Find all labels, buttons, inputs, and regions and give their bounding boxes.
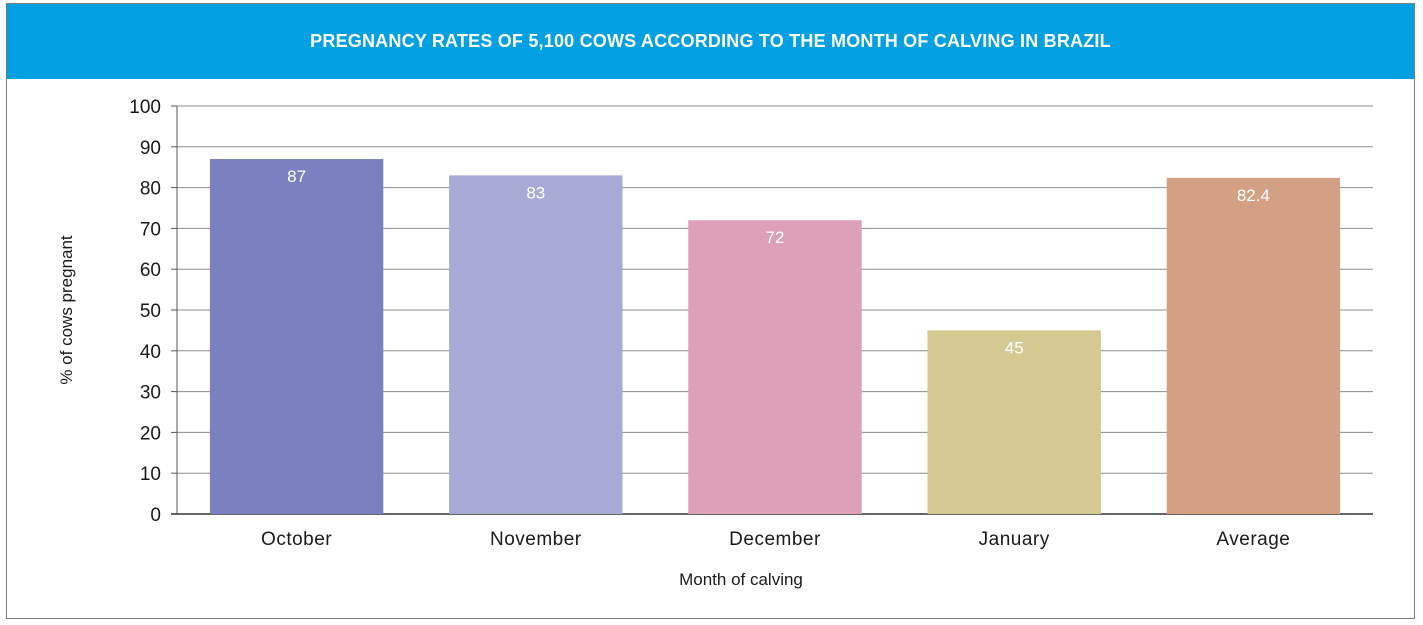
x-axis-title: Month of calving — [679, 570, 803, 589]
y-tick-label-30: 30 — [140, 383, 161, 404]
y-tick-label-0: 0 — [150, 505, 161, 526]
labels: 0 10 20 30 40 50 60 70 80 90 100 87 October 83 Novembe… — [129, 97, 1290, 550]
x-tick-label-average: Average — [1216, 529, 1290, 550]
y-tick-label-70: 70 — [140, 219, 161, 240]
bar-average — [1166, 177, 1341, 515]
chart-title: PREGNANCY RATES OF 5,100 COWS ACCORDING … — [310, 31, 1111, 51]
x-tick-label-january: January — [979, 529, 1050, 550]
y-tick-label-20: 20 — [140, 423, 161, 444]
data-label-december: 72 — [766, 228, 785, 247]
bars — [209, 159, 1341, 515]
y-tick-label-90: 90 — [140, 138, 161, 159]
bar-october — [209, 159, 384, 515]
bar-january — [927, 330, 1101, 514]
y-tick-label-100: 100 — [129, 97, 161, 118]
y-tick-label-10: 10 — [140, 464, 161, 485]
title-bar: PREGNANCY RATES OF 5,100 COWS ACCORDING … — [7, 4, 1414, 79]
y-tick-label-80: 80 — [140, 179, 161, 200]
y-tick-label-40: 40 — [140, 342, 161, 363]
data-label-average: 82.4 — [1237, 186, 1270, 205]
x-tick-label-december: December — [729, 529, 821, 550]
x-tick-label-november: November — [490, 529, 582, 550]
y-tick-label-50: 50 — [140, 301, 161, 322]
x-tick-label-october: October — [261, 529, 332, 550]
data-label-november: 83 — [526, 183, 545, 202]
y-tick-label-60: 60 — [140, 260, 161, 281]
y-axis-title: % of cows pregnant — [57, 235, 76, 385]
bar-november — [449, 175, 623, 515]
data-label-october: 87 — [287, 167, 306, 186]
bar-december — [688, 220, 862, 515]
data-label-january: 45 — [1005, 338, 1024, 357]
